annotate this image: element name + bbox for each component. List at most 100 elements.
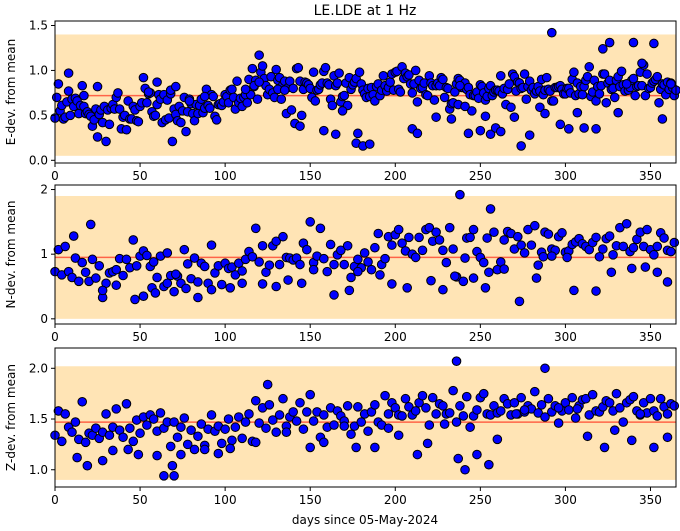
e-data-point [467, 106, 477, 116]
n-data-point [193, 277, 203, 287]
e-data-point [205, 103, 215, 113]
z-data-point [424, 420, 435, 430]
z-data-point [618, 417, 629, 427]
z-data-point [635, 409, 646, 419]
n-data-point [148, 257, 159, 267]
e-data-point [104, 119, 115, 130]
n-data-point [431, 227, 441, 237]
n-data-point [302, 244, 312, 255]
e-data-point [334, 68, 344, 78]
n-data-point [608, 250, 618, 260]
z-data-point [305, 442, 316, 453]
z-data-point [439, 419, 450, 429]
z-data-point [213, 448, 224, 459]
n-data-point [77, 257, 88, 268]
z-data-point [458, 411, 469, 421]
z-data-point [128, 436, 139, 447]
z-data-point [133, 449, 144, 460]
e-data-point [353, 128, 363, 139]
e-data-point [521, 94, 532, 104]
z-x-tick-label: 300 [554, 493, 577, 507]
e-data-point [254, 50, 264, 60]
z-data-point [216, 438, 227, 449]
n-data-point [60, 241, 71, 252]
n-x-tick-label: 150 [299, 330, 322, 344]
z-data-point [298, 424, 309, 434]
e-data-point [378, 71, 389, 81]
n-data-point [370, 242, 380, 253]
z-data-point [444, 408, 455, 418]
e-data-point [143, 87, 154, 97]
e-x-tick-label: 300 [554, 169, 577, 183]
n-panel: 0 1 2 0 50 100 150 200 250 300 350 N-dev. from mean [4, 183, 680, 344]
n-data-point [254, 257, 264, 267]
e-data-point [150, 110, 161, 121]
n-data-point [206, 284, 217, 295]
n-data-point [375, 270, 385, 280]
e-data-point [296, 110, 307, 121]
e-data-point [598, 44, 608, 54]
n-data-point [426, 275, 436, 286]
e-data-point [170, 81, 181, 92]
n-data-point [455, 189, 465, 200]
z-data-point [169, 471, 179, 481]
n-data-point [626, 263, 637, 274]
e-data-point [630, 90, 640, 101]
e-data-point [410, 65, 421, 76]
e-x-tick-label: 250 [469, 169, 492, 183]
e-data-point [547, 27, 557, 38]
e-data-point [227, 84, 237, 95]
n-data-point [353, 254, 363, 265]
n-data-point [344, 285, 355, 296]
z-data-point [431, 409, 441, 419]
e-data-point [577, 89, 588, 100]
e-data-point [330, 129, 341, 140]
n-data-point [468, 224, 479, 235]
e-data-point [138, 72, 149, 83]
n-data-point [448, 244, 458, 254]
n-data-point [181, 283, 191, 294]
z-data-point [250, 437, 261, 448]
e-data-point [506, 102, 516, 113]
z-data-point [655, 393, 666, 404]
z-data-point [281, 427, 292, 438]
z-data-point [393, 430, 404, 441]
z-data-point [319, 410, 329, 420]
z-data-point [295, 397, 305, 408]
z-data-point [182, 439, 193, 450]
e-data-point [407, 88, 418, 98]
e-data-point [599, 69, 610, 79]
z-data-point [572, 404, 583, 414]
e-data-point [509, 112, 520, 122]
z-x-tick-label: 0 [51, 493, 59, 507]
n-y-axis-label: N-dev. from mean [4, 201, 18, 309]
z-data-point [60, 409, 71, 419]
e-data-point [657, 114, 668, 124]
z-data-point [553, 403, 564, 413]
z-data-point [159, 471, 169, 481]
z-data-point [176, 422, 186, 432]
n-data-point [482, 233, 492, 243]
z-data-point [383, 423, 394, 433]
e-y-tick-label: 0.0 [29, 153, 48, 167]
e-points [50, 27, 680, 151]
n-data-point [591, 286, 601, 296]
n-data-point [438, 245, 448, 256]
e-data-point [327, 100, 338, 111]
e-data-point [247, 63, 258, 74]
n-data-point [237, 266, 247, 276]
n-data-point [329, 259, 339, 270]
n-data-point [628, 242, 639, 253]
n-y-tick-label: 1 [40, 247, 48, 261]
z-x-tick-label: 150 [299, 493, 322, 507]
z-data-point [57, 436, 67, 447]
n-data-point [97, 285, 108, 296]
e-data-point [628, 73, 639, 84]
z-data-point [240, 417, 251, 427]
z-data-point [484, 459, 494, 470]
z-data-point [478, 388, 489, 399]
e-data-point [579, 123, 589, 133]
e-data-point [642, 69, 652, 79]
z-data-point [536, 400, 547, 410]
n-data-point [329, 290, 339, 300]
